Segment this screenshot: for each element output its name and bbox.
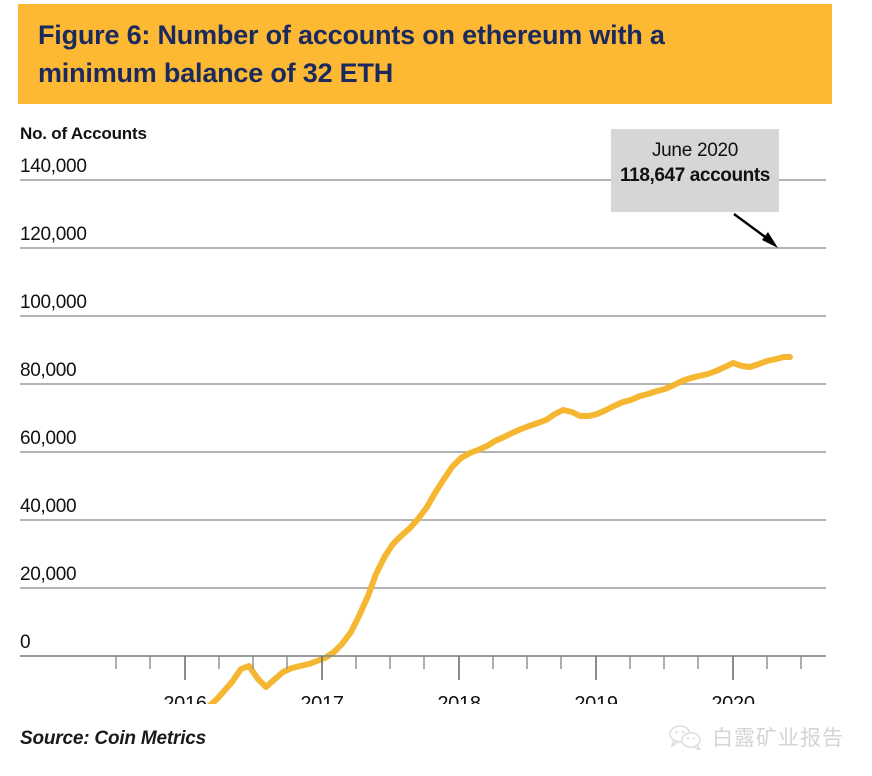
x-axis-major-ticks — [184, 656, 734, 680]
page-title: Figure 6: Number of accounts on ethereum… — [38, 20, 665, 88]
y-tick-label: 80,000 — [20, 360, 76, 381]
watermark-text: 白露矿业报告 — [712, 726, 844, 750]
x-tick-label: 2019 — [574, 693, 617, 704]
annotation-date: June 2020 — [651, 140, 739, 161]
y-tick-label: 40,000 — [20, 496, 76, 517]
source-caption: Source: Coin Metrics — [20, 728, 207, 749]
annotation-arrow — [733, 213, 778, 248]
annotation-callout: June 2020 118,647 accounts — [611, 129, 779, 212]
y-tick-label: 0 — [20, 632, 30, 653]
y-tick-label: 120,000 — [20, 224, 87, 245]
x-axis-tick-labels: 2016 2017 2018 2019 2020 — [163, 693, 755, 704]
y-tick-label: 60,000 — [20, 428, 76, 449]
y-tick-label: 140,000 — [20, 156, 87, 177]
x-tick-label: 2017 — [300, 693, 343, 704]
y-tick-label: 20,000 — [20, 564, 76, 585]
x-tick-label: 2018 — [437, 693, 480, 704]
x-axis-minor-ticks — [115, 656, 802, 669]
x-tick-label: 2016 — [163, 693, 206, 704]
wechat-icon — [669, 725, 701, 750]
watermark: 白露矿业报告 — [668, 722, 844, 752]
data-series-line — [207, 354, 793, 704]
line-chart: 140,000 120,000 100,000 80,000 60,000 40… — [20, 156, 826, 704]
x-tick-label: 2020 — [711, 693, 754, 704]
y-axis-tick-labels: 140,000 120,000 100,000 80,000 60,000 40… — [20, 156, 87, 653]
gridlines — [20, 179, 826, 589]
y-tick-label: 100,000 — [20, 292, 87, 313]
chart-container: No. of Accounts 140,000 120,000 100,000 … — [0, 104, 872, 704]
annotation-value: 118,647 accounts — [620, 165, 770, 186]
figure-title-band: Figure 6: Number of accounts on ethereum… — [18, 4, 832, 104]
y-axis-title: No. of Accounts — [20, 124, 147, 143]
